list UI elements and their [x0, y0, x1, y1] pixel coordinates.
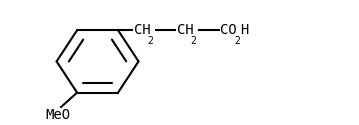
- Text: 2: 2: [148, 36, 154, 46]
- Text: 2: 2: [191, 36, 197, 46]
- Text: CH: CH: [177, 23, 194, 37]
- Text: H: H: [240, 23, 249, 37]
- Text: 2: 2: [234, 36, 240, 46]
- Text: CH: CH: [134, 23, 151, 37]
- Text: MeO: MeO: [45, 108, 70, 122]
- Text: CO: CO: [220, 23, 237, 37]
